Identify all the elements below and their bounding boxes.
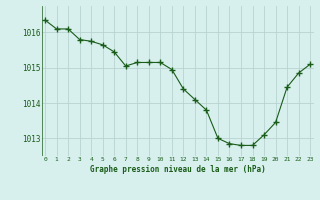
- X-axis label: Graphe pression niveau de la mer (hPa): Graphe pression niveau de la mer (hPa): [90, 165, 266, 174]
